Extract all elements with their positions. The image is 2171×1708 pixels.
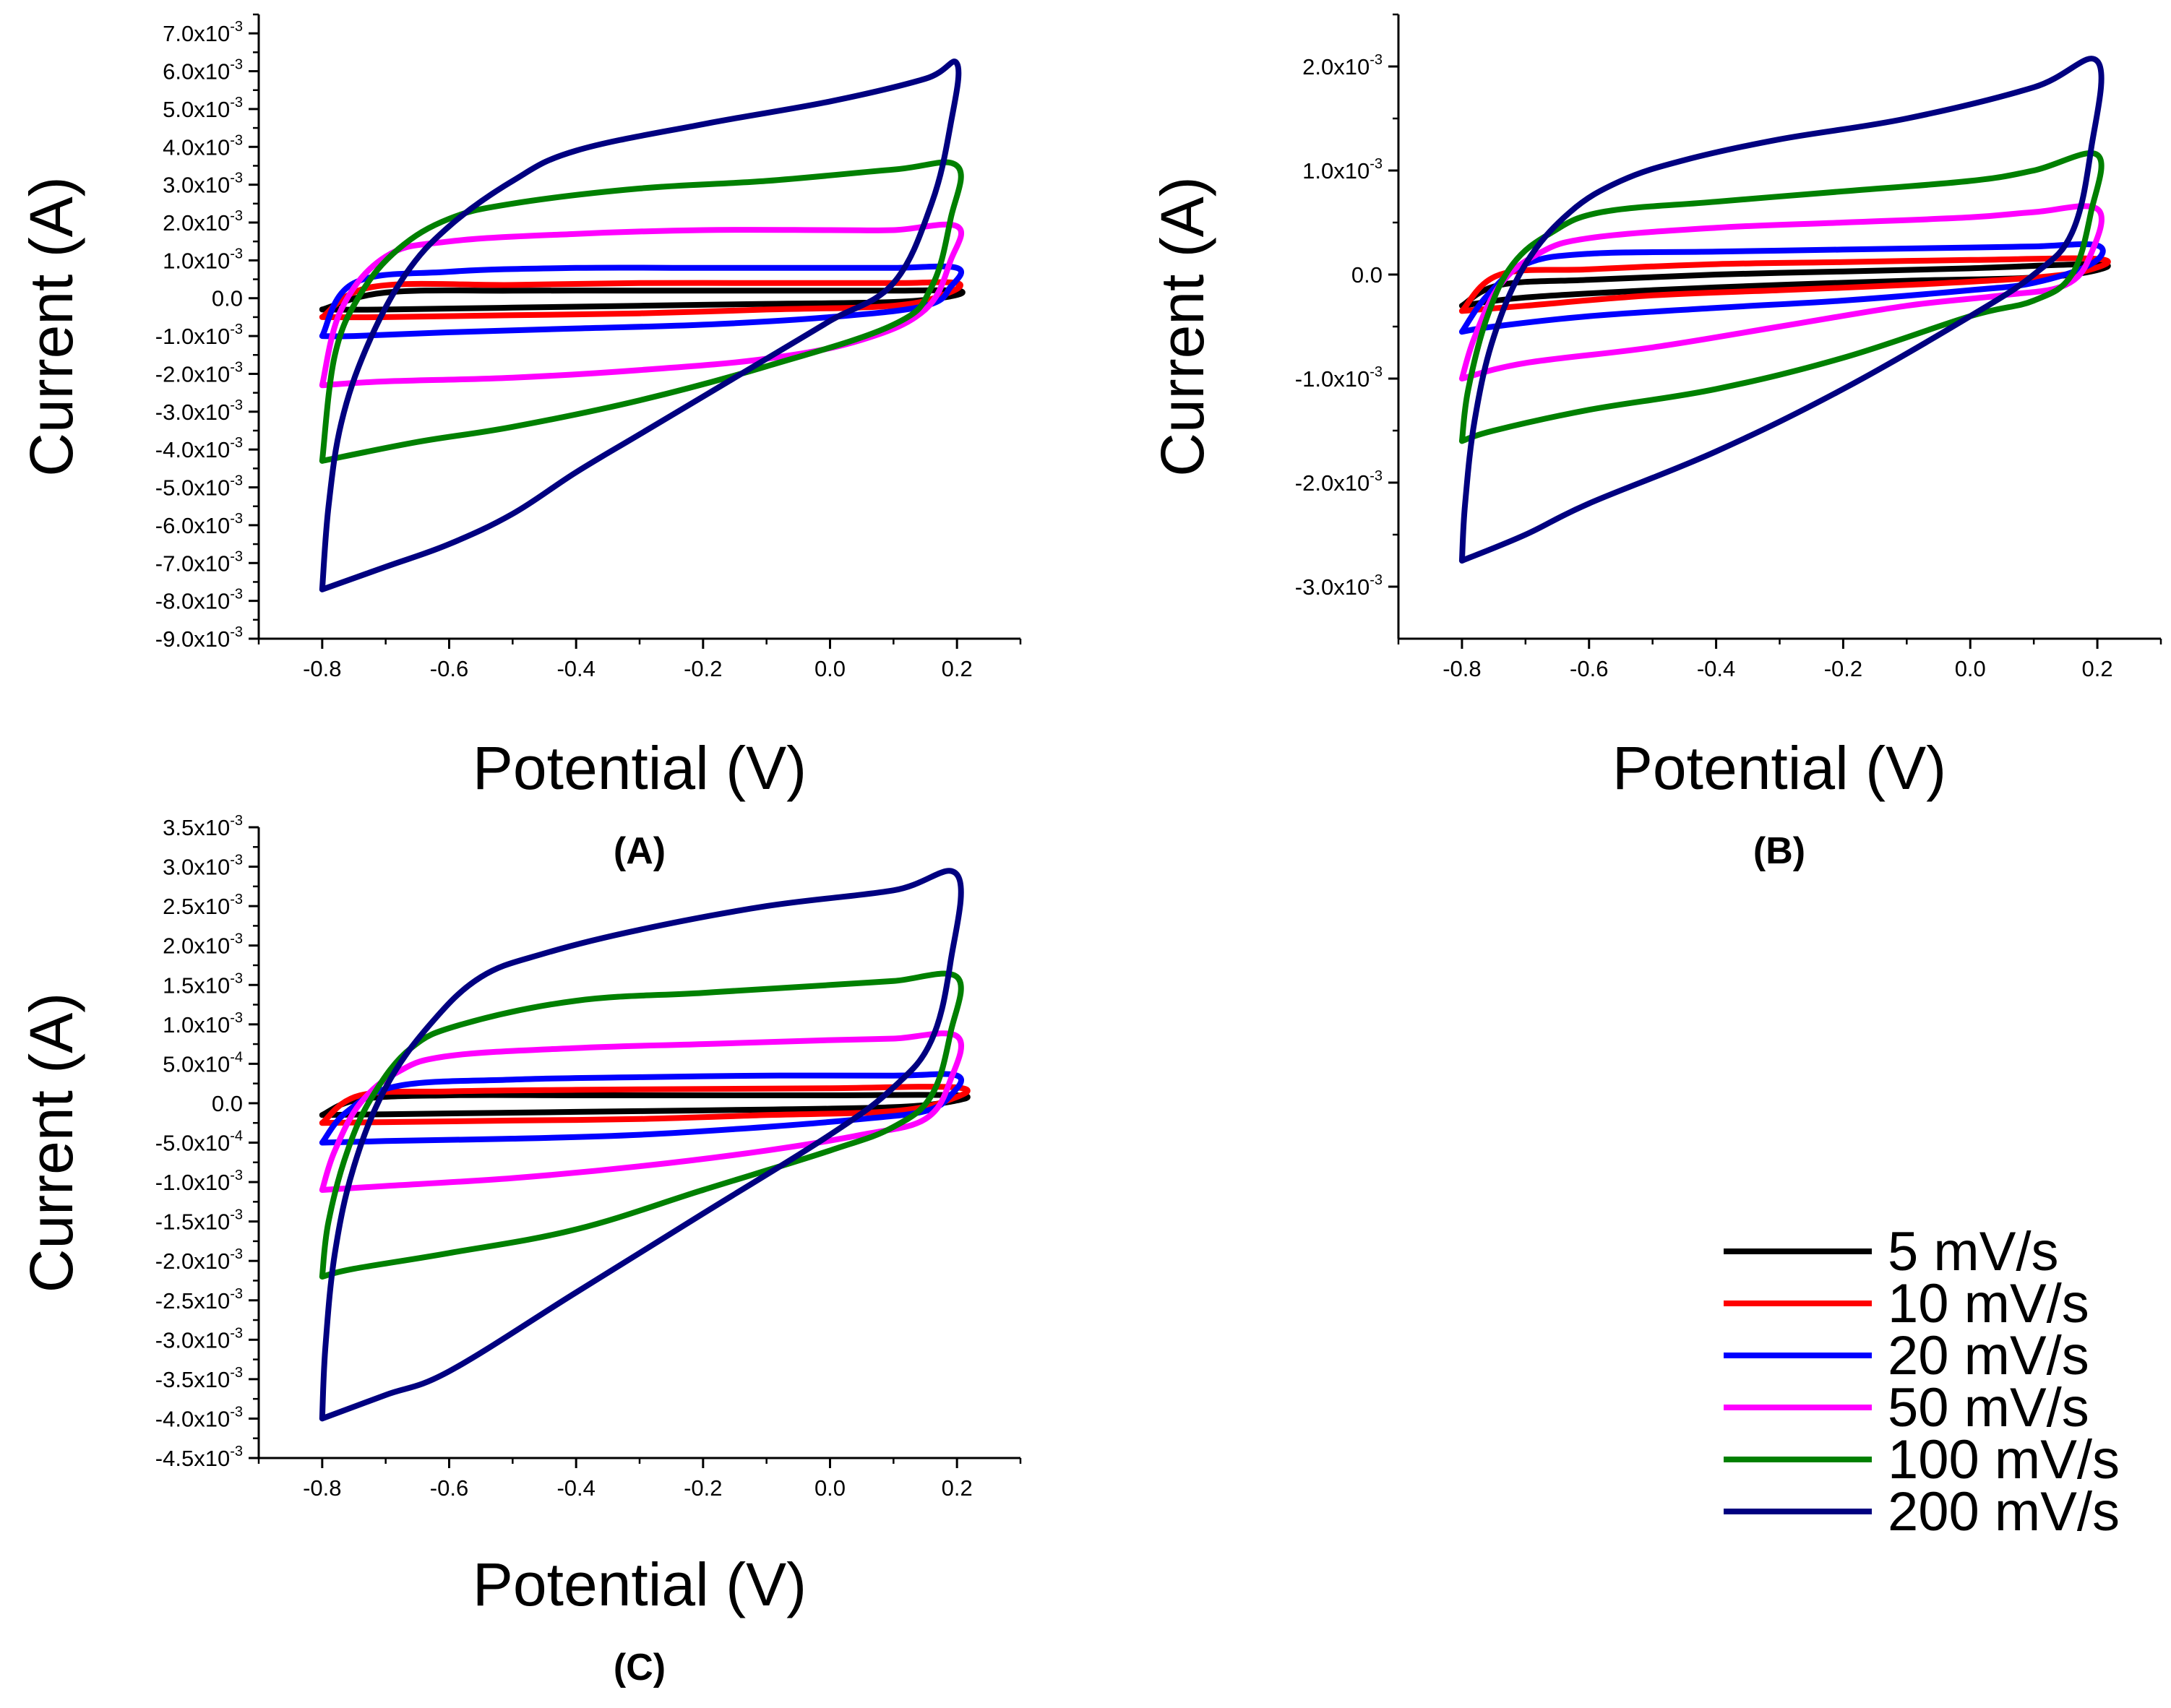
p3-panel-label: (C) <box>614 1647 666 1688</box>
p1-y-tick-label: -3.0x10-3 <box>155 397 243 425</box>
p3-y-tick-label: 2.5x10-3 <box>163 892 243 919</box>
p1-x-tick-label: -0.2 <box>684 656 722 681</box>
p2-series-200-mv-s <box>1458 56 2105 564</box>
legend-label-10-mv-s: 10 mV/s <box>1888 1273 2089 1334</box>
p2-y-axis-title: Current (A) <box>1148 176 1216 476</box>
p1-y-tick-label: -1.0x10-3 <box>155 322 243 349</box>
panel-b-chart: -0.8 -0.6 -0.4 -0.2 0.0 0.2 2.0x10-3 1.0x10-3 0.… <box>1148 13 2162 872</box>
p2-series-5-mv-s <box>1458 261 2111 309</box>
p3-y-tick-label: -3.0x10-3 <box>155 1325 243 1353</box>
p1-y-tick-label: -8.0x10-3 <box>155 587 243 614</box>
p1-y-tick-label: -5.0x10-3 <box>155 473 243 501</box>
p1-x-tick-label: 0.0 <box>814 656 846 681</box>
p3-y-tick-label: 5.0x10-4 <box>163 1049 243 1077</box>
p3-x-tick-label: -0.2 <box>684 1475 722 1501</box>
p1-x-tick-label: -0.8 <box>303 656 341 681</box>
p2-x-tick-label: -0.2 <box>1824 656 1862 681</box>
p1-y-tick-label: -4.0x10-3 <box>155 435 243 462</box>
p3-y-axis-title: Current (A) <box>17 993 85 1293</box>
p3-y-tick-label: -1.5x10-3 <box>155 1207 243 1235</box>
p1-y-tick-label: 0.0 <box>212 286 243 311</box>
p2-x-tick-label: -0.8 <box>1443 656 1481 681</box>
p2-y-tick-label: 1.0x10-3 <box>1302 156 1383 184</box>
p3-x-tick-label: -0.8 <box>303 1475 341 1501</box>
p1-y-tick-label: 5.0x10-3 <box>163 95 243 122</box>
p3-x-tick-label: -0.6 <box>430 1475 468 1501</box>
p2-x-axis-title: Potential (V) <box>1612 734 1946 802</box>
p1-y-tick-label: 4.0x10-3 <box>163 132 243 160</box>
p3-series-100-mv-s <box>319 970 964 1280</box>
p2-x-tick-label: 0.0 <box>1955 656 1986 681</box>
p1-y-tick-label: -2.0x10-3 <box>155 359 243 387</box>
p2-y-tick-label: 0.0 <box>1351 262 1383 288</box>
p3-y-tick-label: 1.0x10-3 <box>163 1010 243 1038</box>
p2-y-tick-label: -1.0x10-3 <box>1295 364 1383 392</box>
p1-y-tick-label: -6.0x10-3 <box>155 511 243 538</box>
p2-y-tick-label: 2.0x10-3 <box>1302 52 1383 79</box>
p3-y-tick-label: -3.5x10-3 <box>155 1365 243 1392</box>
p1-series-200-mv-s <box>319 59 962 592</box>
p3-y-tick-label: 0.0 <box>212 1091 243 1116</box>
p3-y-tick-label: -4.5x10-3 <box>155 1444 243 1471</box>
p2-y-tick-label: -2.0x10-3 <box>1295 468 1383 496</box>
p1-y-tick-label: 7.0x10-3 <box>163 19 243 46</box>
legend-label-100-mv-s: 100 mV/s <box>1888 1429 2120 1491</box>
p3-series-10-mv-s <box>319 1084 971 1126</box>
p3-y-tick-label: -4.0x10-3 <box>155 1404 243 1431</box>
legend-label-20-mv-s: 20 mV/s <box>1888 1325 2089 1386</box>
p3-x-tick-label: 0.2 <box>942 1475 973 1501</box>
p1-x-tick-label: -0.6 <box>430 656 468 681</box>
p1-x-tick-label: -0.4 <box>556 656 595 681</box>
p2-y-tick-label: -3.0x10-3 <box>1295 572 1383 600</box>
p3-x-axis-title: Potential (V) <box>473 1550 807 1618</box>
p3-x-tick-label: 0.0 <box>814 1475 846 1501</box>
p1-y-axis-title: Current (A) <box>17 176 85 476</box>
p3-series-50-mv-s <box>319 1030 964 1193</box>
p3-y-tick-label: -5.0x10-4 <box>155 1129 243 1156</box>
p3-y-tick-label: -2.5x10-3 <box>155 1286 243 1314</box>
p2-x-tick-label: 0.2 <box>2082 656 2113 681</box>
p1-panel-label: (A) <box>614 830 666 872</box>
p2-x-tick-label: -0.6 <box>1570 656 1608 681</box>
p3-y-tick-label: 2.0x10-3 <box>163 931 243 959</box>
p3-y-tick-label: -2.0x10-3 <box>155 1246 243 1274</box>
p1-series-20-mv-s <box>319 263 964 340</box>
p3-series-200-mv-s <box>319 868 964 1422</box>
p1-x-tick-label: 0.2 <box>942 656 973 681</box>
p1-y-tick-label: -7.0x10-3 <box>155 548 243 576</box>
panel-c-chart: -0.8 -0.6 -0.4 -0.2 0.0 0.2 3.5x10-3 3.0x10-3 2.… <box>17 813 1022 1688</box>
p3-series-20-mv-s <box>319 1071 964 1146</box>
p1-y-tick-label: 6.0x10-3 <box>163 57 243 85</box>
legend-label-200-mv-s: 200 mV/s <box>1888 1481 2120 1543</box>
p1-x-axis-title: Potential (V) <box>473 734 807 802</box>
p1-series-50-mv-s <box>319 221 964 389</box>
p1-y-tick-label: 2.0x10-3 <box>163 208 243 236</box>
p2-x-tick-label: -0.4 <box>1697 656 1735 681</box>
panel-a-chart: -0.8 -0.6 -0.4 -0.2 0.0 0.2 7.0x10-3 6.0x10-3 5.… <box>17 13 1022 872</box>
p3-y-tick-label: 1.5x10-3 <box>163 970 243 998</box>
p1-y-tick-label: 3.0x10-3 <box>163 171 243 198</box>
p1-series-10-mv-s <box>319 279 963 321</box>
p3-y-tick-label: -1.0x10-3 <box>155 1168 243 1195</box>
p1-y-tick-label: -9.0x10-3 <box>155 624 243 652</box>
legend-label-5-mv-s: 5 mV/s <box>1888 1221 2059 1282</box>
p3-y-tick-label: 3.0x10-3 <box>163 853 243 880</box>
p2-panel-label: (B) <box>1753 830 1805 872</box>
p1-series-5-mv-s <box>319 287 966 313</box>
p2-series-100-mv-s <box>1458 150 2105 444</box>
p2-series-10-mv-s <box>1458 255 2111 314</box>
legend-label-50-mv-s: 50 mV/s <box>1888 1377 2089 1439</box>
p3-series-5-mv-s <box>319 1092 971 1118</box>
p3-y-tick-label: 3.5x10-3 <box>163 813 243 840</box>
p1-y-tick-label: 1.0x10-3 <box>163 246 243 273</box>
p1-series-100-mv-s <box>319 159 964 464</box>
p3-x-tick-label: -0.4 <box>556 1475 595 1501</box>
